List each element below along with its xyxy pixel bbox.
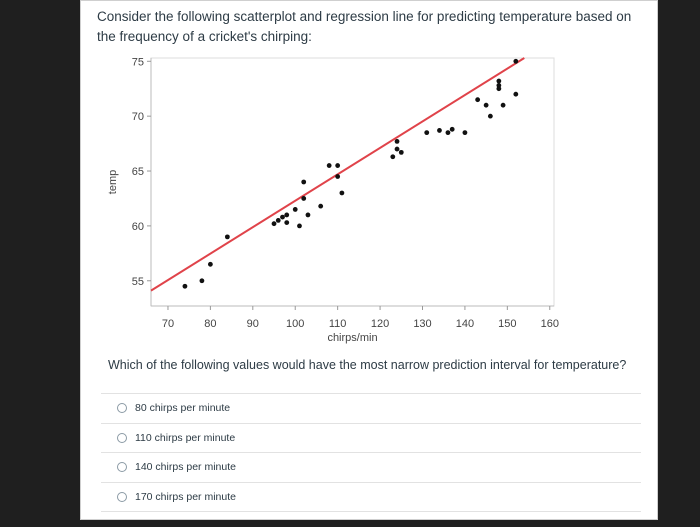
data-point (284, 212, 290, 218)
radio-button[interactable] (117, 403, 127, 414)
data-point (483, 102, 489, 108)
radio-button[interactable] (117, 491, 127, 502)
data-point (496, 86, 502, 92)
data-point (496, 78, 502, 84)
data-point (335, 163, 341, 168)
data-point (280, 214, 285, 220)
data-point (398, 149, 404, 155)
option-110-chirps[interactable]: 110 chirps per minute (101, 422, 641, 453)
option-140-chirps[interactable]: 140 chirps per minute (101, 452, 641, 482)
radio-button[interactable] (117, 432, 127, 443)
question-card: Consider the following scatterplot and r… (80, 0, 658, 520)
question-intro: Consider the following scatterplot and r… (97, 9, 632, 44)
option-170-chirps[interactable]: 170 chirps per minute (101, 481, 641, 512)
data-point (500, 102, 506, 108)
y-tick-label: 65 (132, 166, 144, 178)
data-point (182, 283, 188, 289)
x-tick-label: 150 (498, 318, 516, 330)
data-point (335, 174, 341, 179)
plot-area (150, 57, 555, 307)
y-tick-label: 60 (132, 221, 144, 233)
y-tick-label: 75 (132, 56, 144, 68)
data-point (513, 58, 519, 64)
x-axis-label: chirps/min (327, 332, 377, 344)
y-tick-label: 55 (132, 276, 144, 288)
data-point (301, 179, 307, 185)
x-tick-label: 100 (286, 318, 304, 330)
data-point (487, 113, 493, 119)
data-point (224, 234, 230, 240)
x-tick-label: 130 (413, 318, 431, 330)
data-point (326, 163, 332, 168)
option-80-chirps[interactable]: 80 chirps per minute (101, 393, 641, 423)
x-tick-label: 120 (371, 318, 389, 330)
data-point (284, 220, 290, 226)
data-point (318, 203, 324, 209)
x-tick-label: 90 (247, 318, 259, 330)
x-tick-label: 110 (329, 318, 347, 330)
data-point (199, 278, 205, 284)
option-label: 80 chirps per minute (135, 402, 231, 415)
data-point (394, 138, 400, 144)
option-label: 170 chirps per minute (135, 490, 236, 503)
x-tick-label: 140 (456, 318, 474, 330)
radio-button[interactable] (117, 462, 127, 473)
data-point (424, 130, 430, 136)
scatter-plot: 55 60 65 70 75 70 80 90 100 110 120 130 140 150 160 chi… (107, 56, 559, 344)
data-point (462, 130, 468, 136)
data-point (437, 128, 442, 133)
data-point (339, 190, 345, 196)
question-prompt: Which of the following values would have… (108, 358, 627, 372)
y-axis-label: temp (107, 170, 119, 194)
data-point (445, 130, 451, 136)
data-point (292, 207, 298, 212)
data-point (275, 218, 281, 223)
x-tick-label: 80 (204, 318, 216, 330)
data-point (475, 97, 481, 103)
option-label: 140 chirps per minute (135, 461, 236, 474)
x-tick-label: 70 (162, 318, 174, 330)
x-tick-label: 160 (541, 318, 559, 330)
data-point (496, 83, 502, 88)
data-point (305, 212, 311, 218)
data-point (394, 146, 400, 152)
data-point (513, 91, 519, 97)
data-point (390, 154, 396, 160)
data-point (297, 223, 302, 229)
data-point (301, 196, 307, 201)
option-label: 110 chirps per minute (135, 431, 236, 444)
y-tick-label: 70 (132, 111, 144, 123)
data-point (449, 126, 455, 132)
data-point (207, 261, 213, 267)
answer-options: 80 chirps per minute 110 chirps per minu… (101, 393, 641, 512)
data-point (271, 221, 277, 227)
